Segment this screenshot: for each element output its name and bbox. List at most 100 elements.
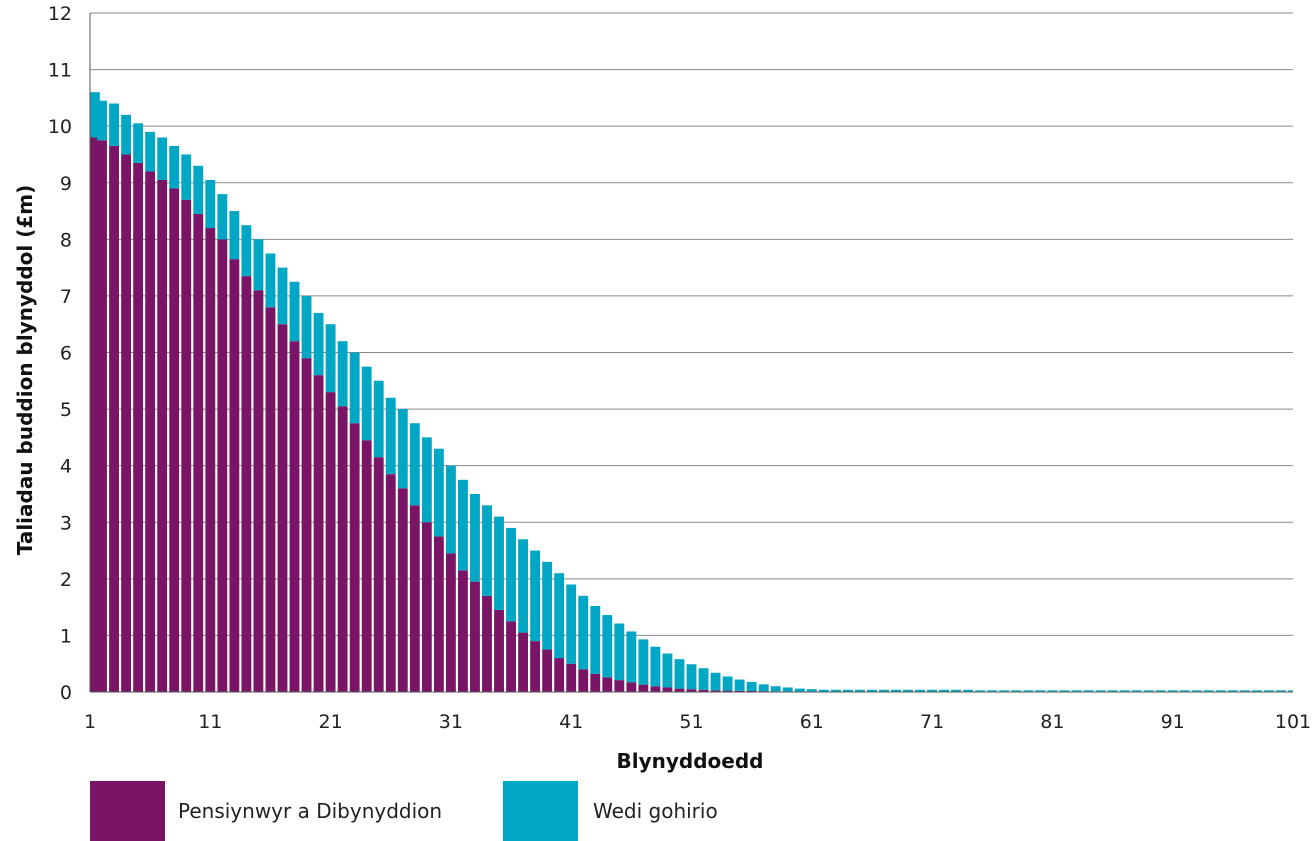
bar-pensiynwyr-13 xyxy=(229,259,240,692)
bar-wedi-gohirio-61 xyxy=(806,689,817,692)
y-tick-label: 6 xyxy=(60,343,72,365)
bar-wedi-gohirio-77 xyxy=(999,690,1010,692)
bar-pensiynwyr-43 xyxy=(590,673,601,692)
bar-wedi-gohirio-53 xyxy=(710,672,721,691)
bar-wedi-gohirio-96 xyxy=(1227,690,1238,692)
bar-wedi-gohirio-55 xyxy=(734,679,745,691)
bar-wedi-gohirio-25 xyxy=(373,380,384,458)
bar-wedi-gohirio-21 xyxy=(325,324,336,393)
bar-pensiynwyr-41 xyxy=(566,663,577,692)
x-axis-title: Blynyddoedd xyxy=(617,749,764,773)
bar-pensiynwyr-24 xyxy=(361,440,372,692)
bar-pensiynwyr-11 xyxy=(205,228,216,692)
bar-wedi-gohirio-69 xyxy=(903,689,913,692)
bar-wedi-gohirio-79 xyxy=(1023,690,1034,692)
y-axis-title: Taliadau buddion blynyddol (£m) xyxy=(13,185,37,555)
bar-wedi-gohirio-87 xyxy=(1119,690,1130,692)
bar-wedi-gohirio-57 xyxy=(758,684,769,692)
bar-wedi-gohirio-4 xyxy=(121,114,132,155)
bar-wedi-gohirio-17 xyxy=(277,267,288,325)
legend-swatch-pensiynwyr xyxy=(90,781,165,841)
x-tick-labels: 1 11 21 31 41 51 61 71 81 91 101 xyxy=(84,711,1311,733)
bar-pensiynwyr-23 xyxy=(349,423,360,692)
x-tick-label: 91 xyxy=(1161,711,1185,733)
bar-wedi-gohirio-30 xyxy=(433,448,444,537)
bar-wedi-gohirio-98 xyxy=(1251,690,1262,692)
bar-pensiynwyr-35 xyxy=(494,609,504,692)
bar-wedi-gohirio-48 xyxy=(650,646,661,687)
bar-pensiynwyr-34 xyxy=(482,595,492,692)
y-tick-label: 9 xyxy=(60,173,72,195)
bar-wedi-gohirio-68 xyxy=(891,689,901,692)
bar-pensiynwyr-18 xyxy=(289,341,300,692)
bar-wedi-gohirio-84 xyxy=(1083,690,1094,692)
y-tick-label: 12 xyxy=(48,3,72,25)
bar-pensiynwyr-25 xyxy=(373,457,384,692)
bar-wedi-gohirio-33 xyxy=(470,493,480,582)
bar-wedi-gohirio-10 xyxy=(193,165,204,214)
bar-wedi-gohirio-83 xyxy=(1071,690,1082,692)
bar-wedi-gohirio-31 xyxy=(445,465,456,554)
bar-pensiynwyr-50 xyxy=(674,688,685,692)
bar-wedi-gohirio-6 xyxy=(145,131,156,172)
x-tick-label: 51 xyxy=(679,711,703,733)
bar-wedi-gohirio-44 xyxy=(602,615,613,678)
bar-pensiynwyr-36 xyxy=(506,621,516,692)
bar-pensiynwyr-6 xyxy=(145,171,156,692)
bar-wedi-gohirio-92 xyxy=(1179,690,1190,692)
bar-wedi-gohirio-1 xyxy=(90,92,100,138)
bar-wedi-gohirio-16 xyxy=(265,253,276,308)
bar-pensiynwyr-44 xyxy=(602,677,613,692)
bar-wedi-gohirio-71 xyxy=(927,689,938,692)
bar-pensiynwyr-12 xyxy=(217,239,228,692)
bar-wedi-gohirio-64 xyxy=(842,689,853,692)
y-tick-label: 5 xyxy=(60,399,72,421)
y-tick-label: 11 xyxy=(48,60,72,82)
bar-wedi-gohirio-54 xyxy=(722,676,733,691)
y-tick-label: 7 xyxy=(60,286,72,308)
bar-pensiynwyr-20 xyxy=(313,375,324,692)
bar-pensiynwyr-7 xyxy=(157,179,168,693)
bar-wedi-gohirio-89 xyxy=(1143,690,1154,692)
bar-wedi-gohirio-81 xyxy=(1047,690,1058,692)
bar-wedi-gohirio-37 xyxy=(518,539,529,633)
bar-pensiynwyr-40 xyxy=(554,658,565,692)
bar-wedi-gohirio-7 xyxy=(157,137,168,180)
bar-wedi-gohirio-93 xyxy=(1191,690,1202,692)
bar-wedi-gohirio-86 xyxy=(1107,690,1118,692)
bar-pensiynwyr-39 xyxy=(542,649,553,692)
bar-wedi-gohirio-41 xyxy=(566,584,577,664)
bar-pensiynwyr-5 xyxy=(133,162,144,692)
bar-pensiynwyr-10 xyxy=(193,213,204,692)
bar-pensiynwyr-2 xyxy=(97,140,107,692)
bar-pensiynwyr-9 xyxy=(181,199,192,693)
bar-wedi-gohirio-51 xyxy=(686,664,697,690)
x-tick-label: 61 xyxy=(800,711,824,733)
bar-wedi-gohirio-58 xyxy=(770,686,781,692)
bar-wedi-gohirio-3 xyxy=(109,103,119,146)
bar-wedi-gohirio-82 xyxy=(1059,690,1070,692)
bar-wedi-gohirio-60 xyxy=(794,688,805,692)
bar-wedi-gohirio-75 xyxy=(975,690,986,692)
bar-pensiynwyr-16 xyxy=(265,307,276,692)
bar-wedi-gohirio-28 xyxy=(409,423,420,506)
y-tick-label: 0 xyxy=(60,682,72,704)
bar-wedi-gohirio-46 xyxy=(626,631,637,683)
bar-wedi-gohirio-73 xyxy=(951,689,962,692)
bar-wedi-gohirio-19 xyxy=(301,295,312,359)
bar-pensiynwyr-51 xyxy=(686,689,697,692)
bar-wedi-gohirio-52 xyxy=(698,668,709,690)
bar-wedi-gohirio-2 xyxy=(97,100,107,141)
bar-pensiynwyr-46 xyxy=(626,682,637,692)
bar-pensiynwyr-52 xyxy=(698,689,709,692)
y-tick-label: 3 xyxy=(60,512,72,534)
bar-wedi-gohirio-18 xyxy=(289,281,300,342)
bar-pensiynwyr-3 xyxy=(109,145,119,693)
bar-pensiynwyr-42 xyxy=(578,669,589,692)
y-tick-label: 10 xyxy=(48,116,72,138)
bar-pensiynwyr-54 xyxy=(722,690,733,692)
x-tick-label: 31 xyxy=(439,711,463,733)
bar-pensiynwyr-56 xyxy=(746,690,757,692)
bar-wedi-gohirio-39 xyxy=(542,561,553,650)
bar-wedi-gohirio-78 xyxy=(1011,690,1022,692)
